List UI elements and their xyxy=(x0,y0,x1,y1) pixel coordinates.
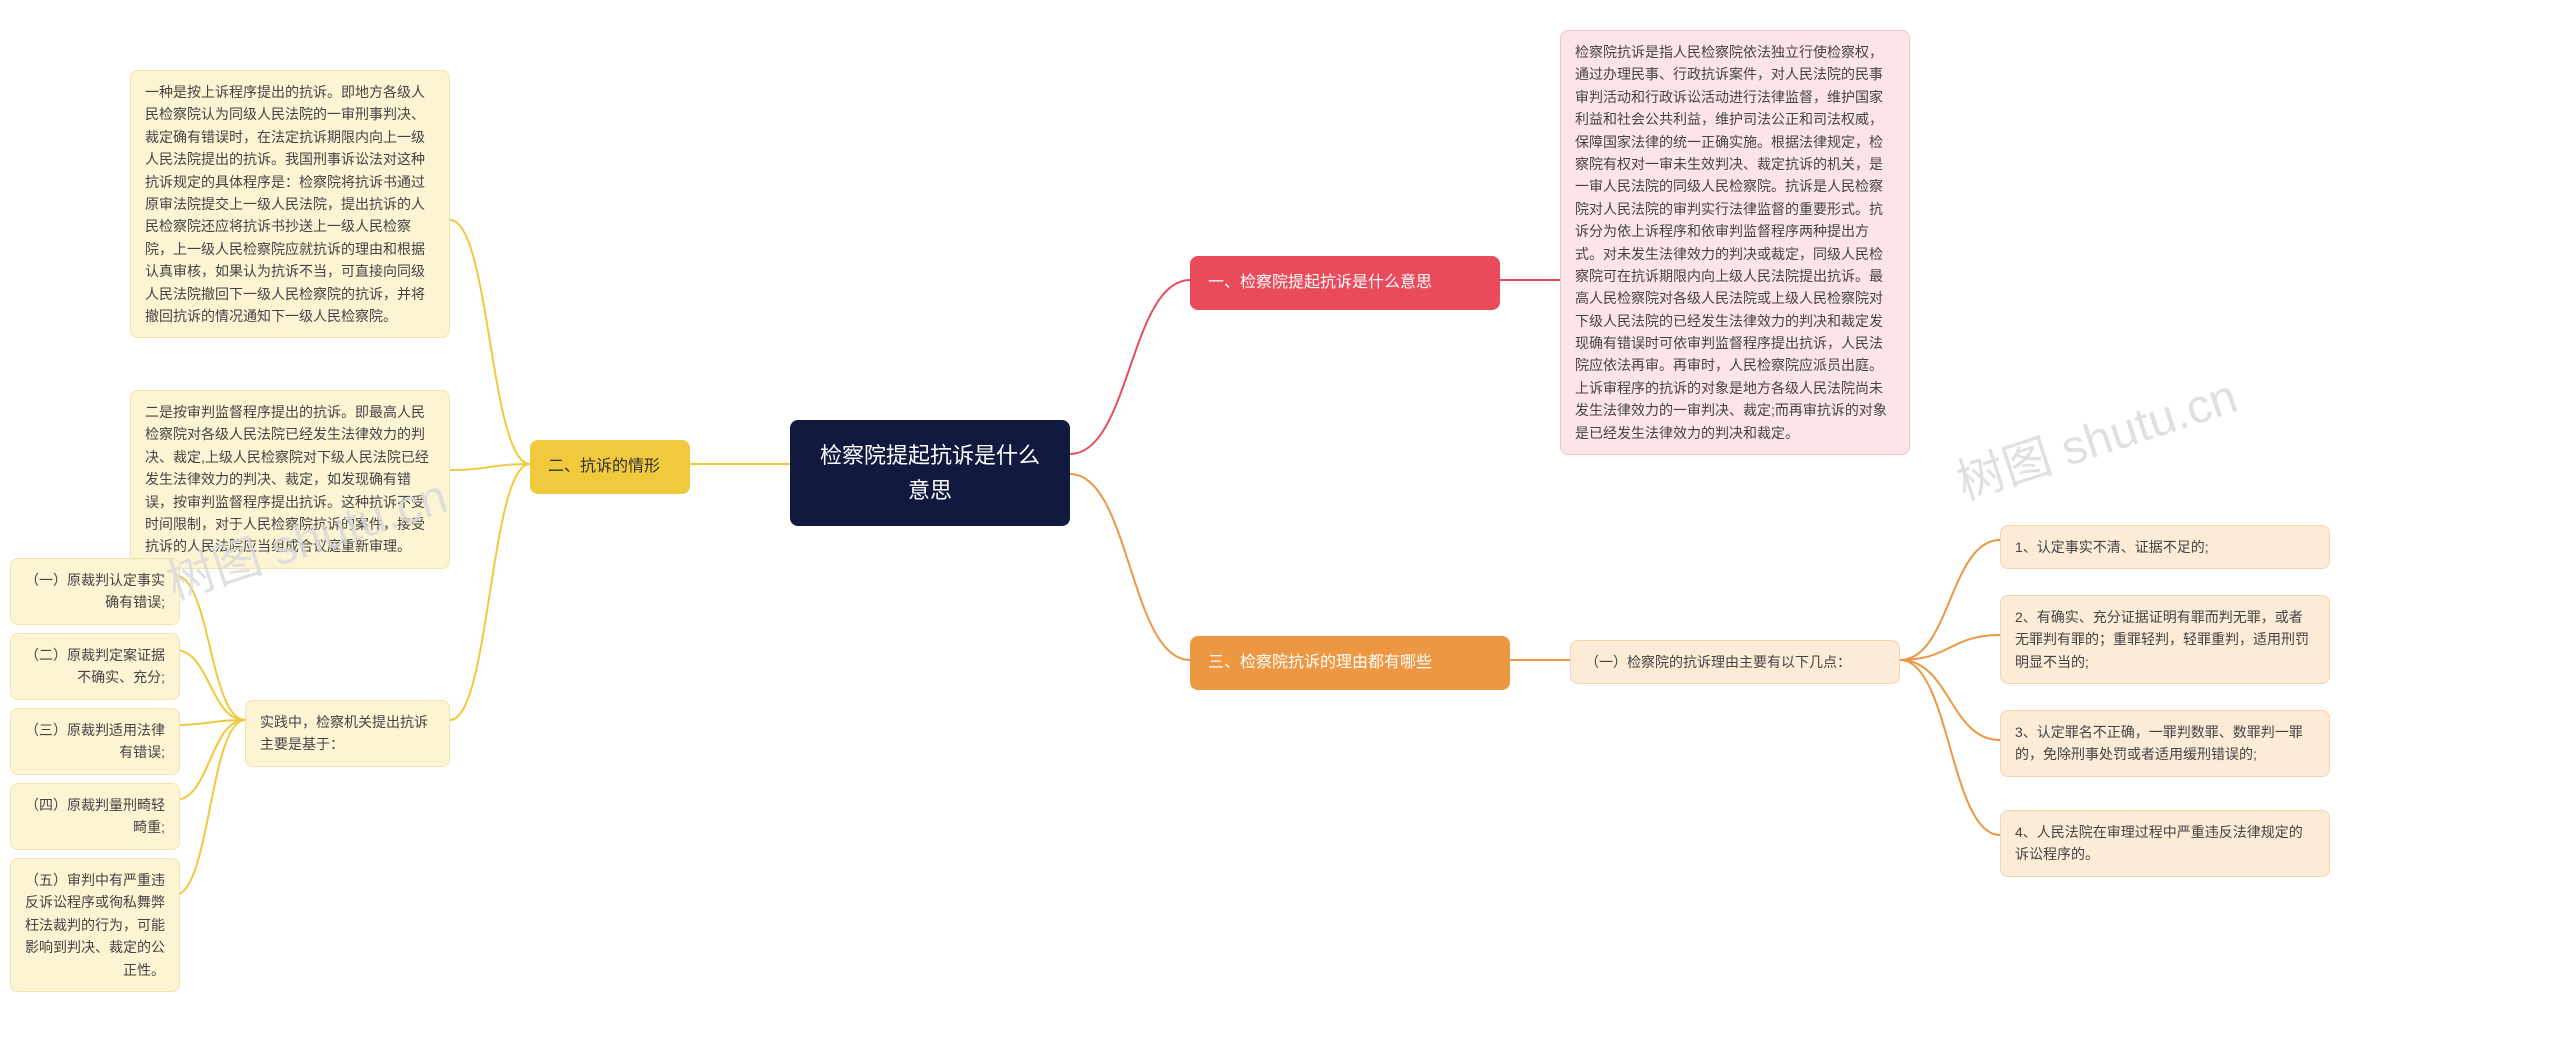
root-node: 检察院提起抗诉是什么意思 xyxy=(790,420,1070,526)
branch-3-item-3: 3、认定罪名不正确，一罪判数罪、数罪判一罪的，免除刑事处罚或者适用缓刑错误的; xyxy=(2000,710,2330,777)
branch-2-detail-1-text: 一种是按上诉程序提出的抗诉。即地方各级人民检察院认为同级人民法院的一审刑事判决、… xyxy=(145,84,425,324)
branch-2-basis-title: 实践中，检察机关提出抗诉主要是基于： xyxy=(245,700,450,767)
branch-1-detail-text: 检察院抗诉是指人民检察院依法独立行使检察权，通过办理民事、行政抗诉案件，对人民法… xyxy=(1575,44,1887,441)
branch-1-title: 一、检察院提起抗诉是什么意思 xyxy=(1208,274,1432,291)
branch-2-basis-2-text: （二）原裁判定案证据不确实、充分; xyxy=(25,647,165,685)
branch-2: 二、抗诉的情形 xyxy=(530,440,690,494)
branch-2-basis-5: （五）审判中有严重违反诉讼程序或徇私舞弊枉法裁判的行为，可能影响到判决、裁定的公… xyxy=(10,858,180,992)
branch-2-basis-1: （一）原裁判认定事实确有错误; xyxy=(10,558,180,625)
branch-3-item-4-text: 4、人民法院在审理过程中严重违反法律规定的诉讼程序的。 xyxy=(2015,824,2303,862)
root-title: 检察院提起抗诉是什么意思 xyxy=(820,443,1040,503)
branch-3-head: （一）检察院的抗诉理由主要有以下几点： xyxy=(1570,640,1900,684)
branch-3-item-3-text: 3、认定罪名不正确，一罪判数罪、数罪判一罪的，免除刑事处罚或者适用缓刑错误的; xyxy=(2015,724,2303,762)
branch-1: 一、检察院提起抗诉是什么意思 xyxy=(1190,256,1500,310)
branch-3-item-4: 4、人民法院在审理过程中严重违反法律规定的诉讼程序的。 xyxy=(2000,810,2330,877)
branch-3-item-2: 2、有确实、充分证据证明有罪而判无罪，或者无罪判有罪的；重罪轻判，轻罪重判，适用… xyxy=(2000,595,2330,684)
branch-2-basis-2: （二）原裁判定案证据不确实、充分; xyxy=(10,633,180,700)
branch-2-basis-1-text: （一）原裁判认定事实确有错误; xyxy=(25,572,165,610)
branch-2-detail-1: 一种是按上诉程序提出的抗诉。即地方各级人民检察院认为同级人民法院的一审刑事判决、… xyxy=(130,70,450,338)
branch-2-basis-4-text: （四）原裁判量刑畸轻畸重; xyxy=(25,797,165,835)
branch-3: 三、检察院抗诉的理由都有哪些 xyxy=(1190,636,1510,690)
branch-3-item-1-text: 1、认定事实不清、证据不足的; xyxy=(2015,539,2209,555)
branch-3-head-text: （一）检察院的抗诉理由主要有以下几点： xyxy=(1585,654,1851,670)
branch-2-basis-5-text: （五）审判中有严重违反诉讼程序或徇私舞弊枉法裁判的行为，可能影响到判决、裁定的公… xyxy=(25,872,165,978)
branch-2-basis-4: （四）原裁判量刑畸轻畸重; xyxy=(10,783,180,850)
branch-2-basis-3-text: （三）原裁判适用法律有错误; xyxy=(25,722,165,760)
branch-2-detail-2: 二是按审判监督程序提出的抗诉。即最高人民检察院对各级人民法院已经发生法律效力的判… xyxy=(130,390,450,569)
branch-2-basis-title-text: 实践中，检察机关提出抗诉主要是基于： xyxy=(260,714,428,752)
branch-3-item-1: 1、认定事实不清、证据不足的; xyxy=(2000,525,2330,569)
branch-2-basis-3: （三）原裁判适用法律有错误; xyxy=(10,708,180,775)
branch-3-item-2-text: 2、有确实、充分证据证明有罪而判无罪，或者无罪判有罪的；重罪轻判，轻罪重判，适用… xyxy=(2015,609,2309,670)
branch-2-title: 二、抗诉的情形 xyxy=(548,458,660,475)
branch-3-title: 三、检察院抗诉的理由都有哪些 xyxy=(1208,654,1432,671)
branch-1-detail: 检察院抗诉是指人民检察院依法独立行使检察权，通过办理民事、行政抗诉案件，对人民法… xyxy=(1560,30,1910,455)
branch-2-detail-2-text: 二是按审判监督程序提出的抗诉。即最高人民检察院对各级人民法院已经发生法律效力的判… xyxy=(145,404,429,554)
watermark-2: 树图 shutu.cn xyxy=(1946,357,2244,513)
